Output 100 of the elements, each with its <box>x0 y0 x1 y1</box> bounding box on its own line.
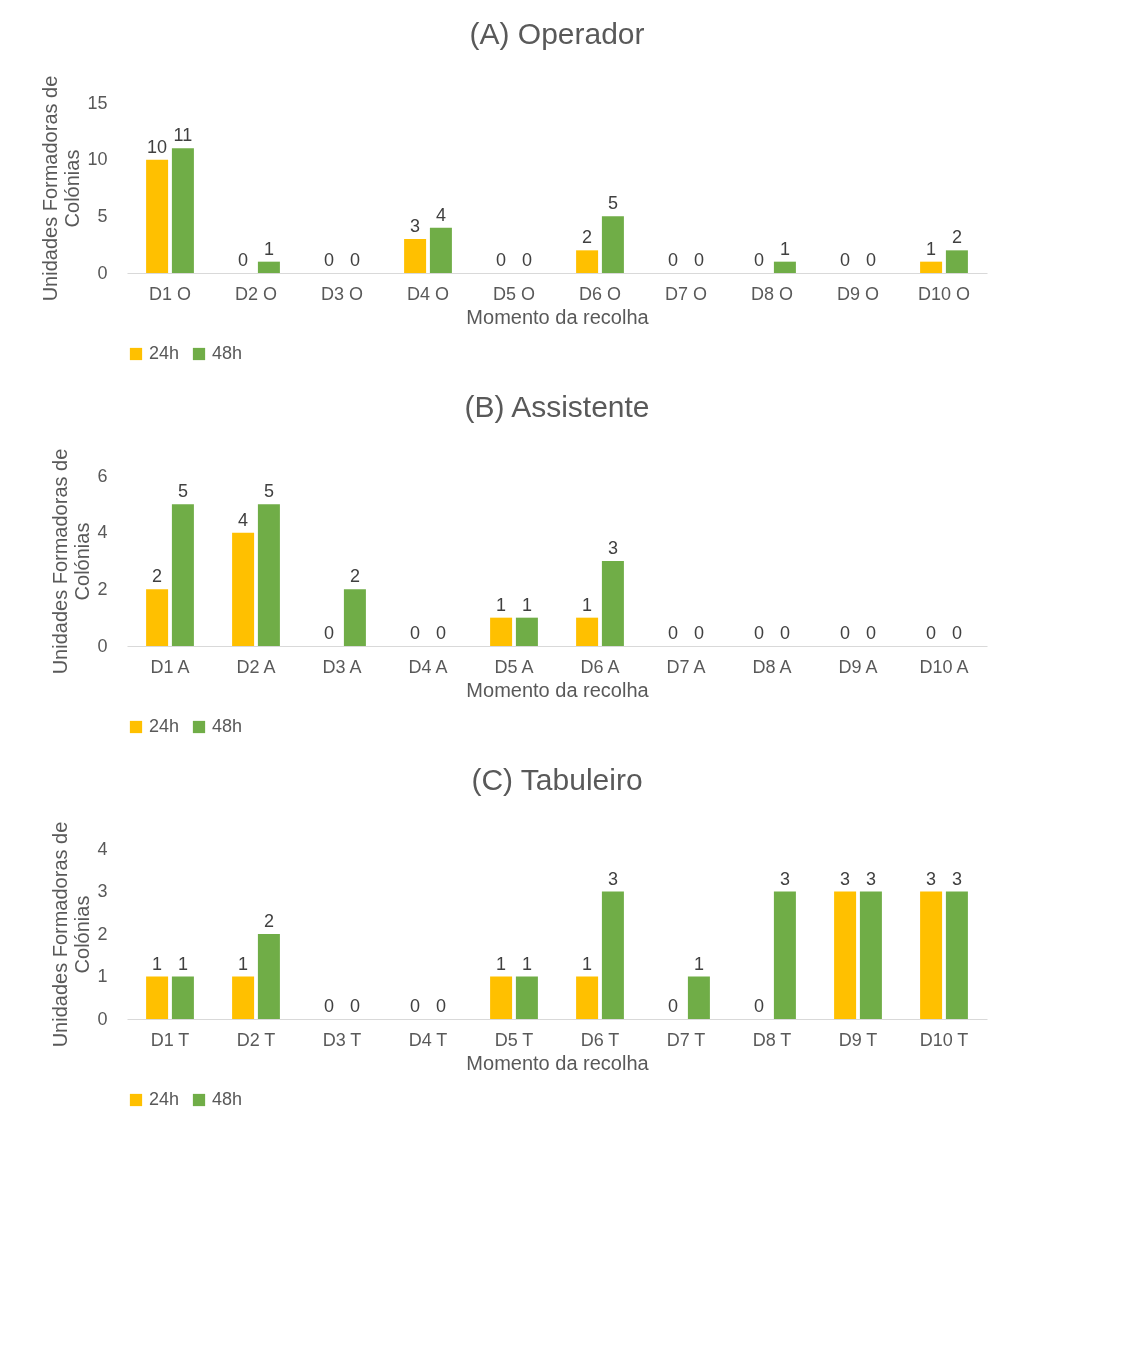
x-tick-label: D8 A <box>752 656 792 677</box>
bar <box>515 617 538 646</box>
data-label: 0 <box>410 996 421 1016</box>
y-tick-label: 0 <box>97 1008 108 1029</box>
chart-title: (A) Operador <box>469 17 645 51</box>
bar <box>601 216 624 273</box>
data-label: 11 <box>173 125 193 146</box>
y-tick-label: 0 <box>97 635 108 656</box>
data-label: 5 <box>263 481 274 502</box>
y-tick-label: 2 <box>97 923 108 944</box>
data-label: 3 <box>607 538 618 558</box>
data-label: 1 <box>582 594 593 615</box>
data-label: 0 <box>951 623 962 643</box>
x-tick-label: D1 T <box>150 1029 190 1050</box>
legend-label: 48h <box>212 1089 243 1109</box>
bar <box>576 976 599 1019</box>
bar <box>404 239 427 273</box>
x-tick-label: D10 O <box>917 283 971 304</box>
data-label: 3 <box>926 868 937 889</box>
bar <box>945 250 968 273</box>
x-tick-label: D6 A <box>580 656 620 677</box>
data-label: 0 <box>324 623 335 643</box>
data-label: 0 <box>668 996 679 1016</box>
data-label: 3 <box>840 868 851 889</box>
bar <box>257 934 280 1019</box>
data-label: 0 <box>840 623 851 643</box>
data-label: 1 <box>152 953 163 974</box>
legend-label: 24h <box>149 716 180 736</box>
data-label: 1 <box>177 953 188 974</box>
data-label: 0 <box>668 250 679 270</box>
data-label: 0 <box>324 250 335 270</box>
x-tick-label: D5 A <box>494 656 534 677</box>
x-tick-label: D5 O <box>492 283 536 304</box>
x-tick-label: D7 T <box>666 1029 706 1050</box>
x-tick-label: D2 A <box>236 656 276 677</box>
data-label: 0 <box>521 250 532 270</box>
x-tick-label: D2 T <box>236 1029 276 1050</box>
data-label: 0 <box>435 623 446 643</box>
x-tick-label: D1 O <box>148 283 192 304</box>
y-tick-label: 3 <box>97 881 108 901</box>
bar <box>429 227 452 273</box>
bar <box>146 159 169 273</box>
bar <box>232 976 255 1019</box>
data-label: 1 <box>582 953 593 974</box>
data-label: 1 <box>496 594 507 615</box>
y-tick-label: 6 <box>97 465 108 486</box>
x-tick-label: D3 T <box>322 1029 362 1050</box>
data-label: 0 <box>754 250 765 270</box>
legend-label: 24h <box>149 1089 180 1109</box>
bar <box>601 891 624 1019</box>
x-tick-label: D10 A <box>919 656 969 677</box>
bar <box>920 891 943 1019</box>
data-label: 5 <box>177 481 188 502</box>
data-label: 0 <box>926 623 937 643</box>
data-label: 0 <box>754 996 765 1016</box>
data-label: 0 <box>238 250 249 270</box>
data-label: 2 <box>582 227 593 248</box>
data-label: 3 <box>607 868 618 889</box>
data-label: 1 <box>521 594 532 615</box>
data-label: 2 <box>263 911 274 931</box>
y-tick-label: 2 <box>97 578 108 599</box>
bar <box>601 561 624 646</box>
data-label: 1 <box>238 953 249 974</box>
data-label: 0 <box>410 623 421 643</box>
x-tick-label: D9 T <box>838 1029 878 1050</box>
y-tick-label: 0 <box>97 262 108 283</box>
bar <box>576 250 599 273</box>
data-label: 10 <box>147 136 168 157</box>
bar <box>232 532 255 646</box>
x-tick-label: D10 T <box>919 1029 969 1050</box>
x-tick-label: D9 A <box>838 656 878 677</box>
data-label: 0 <box>668 623 679 643</box>
x-tick-label: D3 O <box>320 283 364 304</box>
data-label: 4 <box>238 509 249 530</box>
chart-title: (B) Assistente <box>464 390 650 424</box>
bar <box>343 589 366 646</box>
x-tick-label: D4 T <box>408 1029 448 1050</box>
data-label: 1 <box>496 953 507 974</box>
data-label: 0 <box>865 250 876 270</box>
bar <box>257 504 280 646</box>
data-label: 1 <box>263 238 274 259</box>
x-tick-label: D5 T <box>494 1029 534 1050</box>
y-axis-title: Unidades Formadoras de Colónias <box>49 448 94 675</box>
data-label: 3 <box>410 216 421 236</box>
data-label: 0 <box>496 250 507 270</box>
x-tick-label: D4 A <box>408 656 448 677</box>
x-tick-label: D6 T <box>580 1029 620 1050</box>
y-tick-label: 10 <box>87 149 108 170</box>
bar <box>490 976 513 1019</box>
x-axis-title: Momento da recolha <box>466 1051 650 1074</box>
bar <box>146 589 169 646</box>
data-label: 2 <box>951 227 962 248</box>
bar <box>146 976 169 1019</box>
bar <box>773 261 796 273</box>
bar <box>834 891 857 1019</box>
data-label: 0 <box>324 996 335 1016</box>
data-label: 5 <box>607 193 618 214</box>
bar <box>171 976 194 1019</box>
data-label: 3 <box>779 868 790 889</box>
data-label: 1 <box>779 238 790 259</box>
